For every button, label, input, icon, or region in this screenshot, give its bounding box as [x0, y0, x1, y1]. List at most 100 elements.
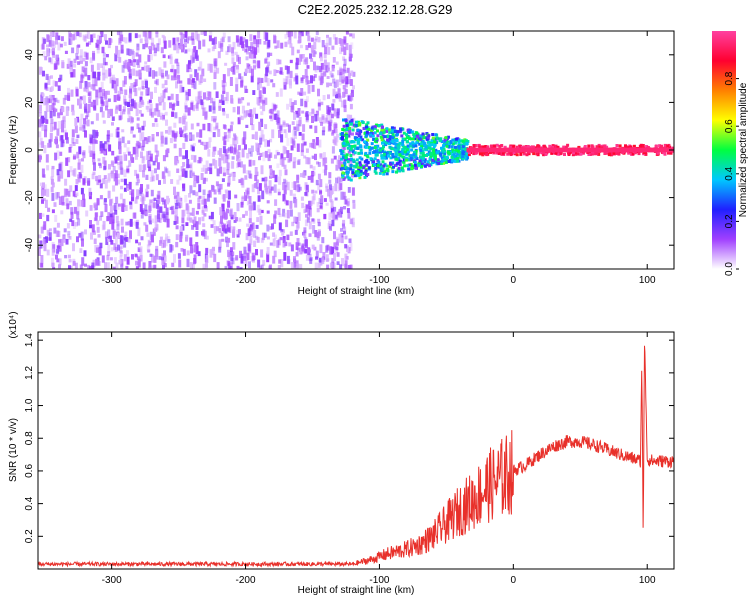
spectrogram-cell [512, 144, 516, 148]
spectrogram-cell [171, 103, 175, 111]
spectrogram-cell [342, 74, 345, 82]
spectrogram-cell [219, 99, 222, 103]
spectrogram-cell [331, 103, 335, 111]
spectrogram-cell [92, 99, 96, 109]
spectrogram-cell [250, 75, 254, 83]
spectrogram-cell [340, 161, 344, 166]
spectrogram-cell [242, 137, 246, 145]
spectrogram-cell [328, 37, 332, 46]
spectrogram-cell [170, 68, 174, 73]
spectrogram-cell [43, 189, 47, 196]
spectrogram-cell [250, 41, 254, 49]
spectrogram-cell [283, 185, 287, 194]
spectrogram-cell [51, 168, 55, 177]
spectrogram-cell [136, 123, 140, 129]
spectrogram-cell [123, 152, 126, 161]
spectrogram-cell [233, 135, 237, 141]
spectrogram-cell [227, 249, 230, 258]
spectrogram-cell [141, 80, 145, 90]
spectrogram-cell [227, 36, 231, 43]
spectrogram-cell [43, 38, 47, 44]
spectrogram-cell [220, 154, 224, 161]
spectrogram-cell [352, 203, 356, 209]
spectrogram-cell [222, 110, 226, 116]
spectrogram-cell [342, 138, 346, 142]
spectrogram-cell [532, 145, 535, 149]
spectrogram-cell [44, 129, 47, 138]
spectrogram-cell [434, 148, 438, 152]
spectrogram-cell [122, 106, 126, 112]
spectrogram-cell [173, 122, 177, 128]
spectrogram-cell [206, 193, 210, 202]
spectrogram-cell [115, 45, 119, 55]
spectrogram-cell [240, 177, 244, 186]
spectrogram-cell [356, 140, 360, 143]
spectrogram-cell [607, 153, 611, 157]
spectrogram-cell [58, 258, 62, 266]
spectrogram-cell [219, 43, 223, 49]
spectrogram-cell [311, 84, 315, 92]
spectrogram-cell [227, 190, 231, 200]
spectrogram-cell [176, 71, 180, 78]
spectrogram-cell [263, 232, 267, 238]
spectrogram-cell [95, 247, 99, 253]
spectrogram-cell [55, 144, 59, 149]
spectrogram-cell [253, 39, 256, 47]
spectrogram-cell [400, 151, 404, 155]
spectrogram-cell [231, 257, 235, 265]
spectrogram-cell [93, 71, 96, 79]
spectrogram-cell [344, 156, 348, 160]
spectrogram-cell [512, 151, 516, 155]
spectrogram-cell [374, 166, 378, 170]
spectrogram-cell [614, 152, 618, 155]
spectrogram-cell [344, 199, 348, 205]
spectrogram-cell [238, 179, 242, 183]
spectrogram-cell [173, 186, 176, 195]
spectrogram-cell [128, 48, 132, 56]
spectrogram-cell [329, 70, 333, 76]
spectrogram-cell [435, 141, 439, 145]
spectrogram-cell [226, 113, 229, 119]
spectrogram-cell [76, 134, 80, 139]
spectrogram-cell [100, 211, 104, 217]
spectrogram-cell [309, 164, 313, 169]
spectrogram-cell [358, 131, 362, 135]
spectrogram-cell [177, 196, 181, 203]
spectrogram-cell [571, 153, 575, 157]
spectrogram-cell [152, 70, 155, 79]
spectrogram-cell [219, 183, 223, 190]
spectrogram-cell [225, 155, 229, 163]
spectrogram-cell [209, 63, 213, 71]
spectrogram-cell [342, 191, 346, 200]
spectrogram-cell [204, 168, 208, 174]
spectrogram-cell [287, 72, 291, 78]
spectrogram-cell [403, 137, 407, 141]
spectrogram-cell [99, 195, 103, 200]
spectrogram-cell [202, 141, 206, 146]
spectrogram-cell [74, 125, 78, 134]
spectrogram-cell [326, 76, 330, 79]
spectrogram-cell [195, 104, 199, 109]
spectrogram-cell [165, 119, 168, 126]
spectrogram-cell [409, 156, 413, 160]
spectrogram-cell [426, 135, 430, 139]
spectrogram-cell [472, 144, 476, 147]
spectrogram-cell [114, 108, 118, 114]
spectrogram-cell [244, 192, 248, 201]
spectrogram-cell [296, 160, 300, 165]
spectrogram-cell [162, 211, 166, 219]
spectrogram-cell [119, 193, 123, 200]
spectrogram-cell [155, 103, 159, 112]
spectrogram-cell [190, 102, 194, 110]
spectrogram-cell [344, 132, 348, 136]
spectrogram-cell [267, 140, 270, 147]
spectrogram-cell [175, 234, 179, 241]
spectrogram-cell [95, 113, 99, 121]
spectrogram-cell [421, 149, 425, 153]
spectrogram-cell [335, 93, 338, 98]
spectrogram-cell [126, 168, 130, 173]
spectrogram-cell [385, 127, 389, 131]
spectrogram-cell [237, 117, 241, 125]
spectrogram-cell [106, 262, 110, 269]
